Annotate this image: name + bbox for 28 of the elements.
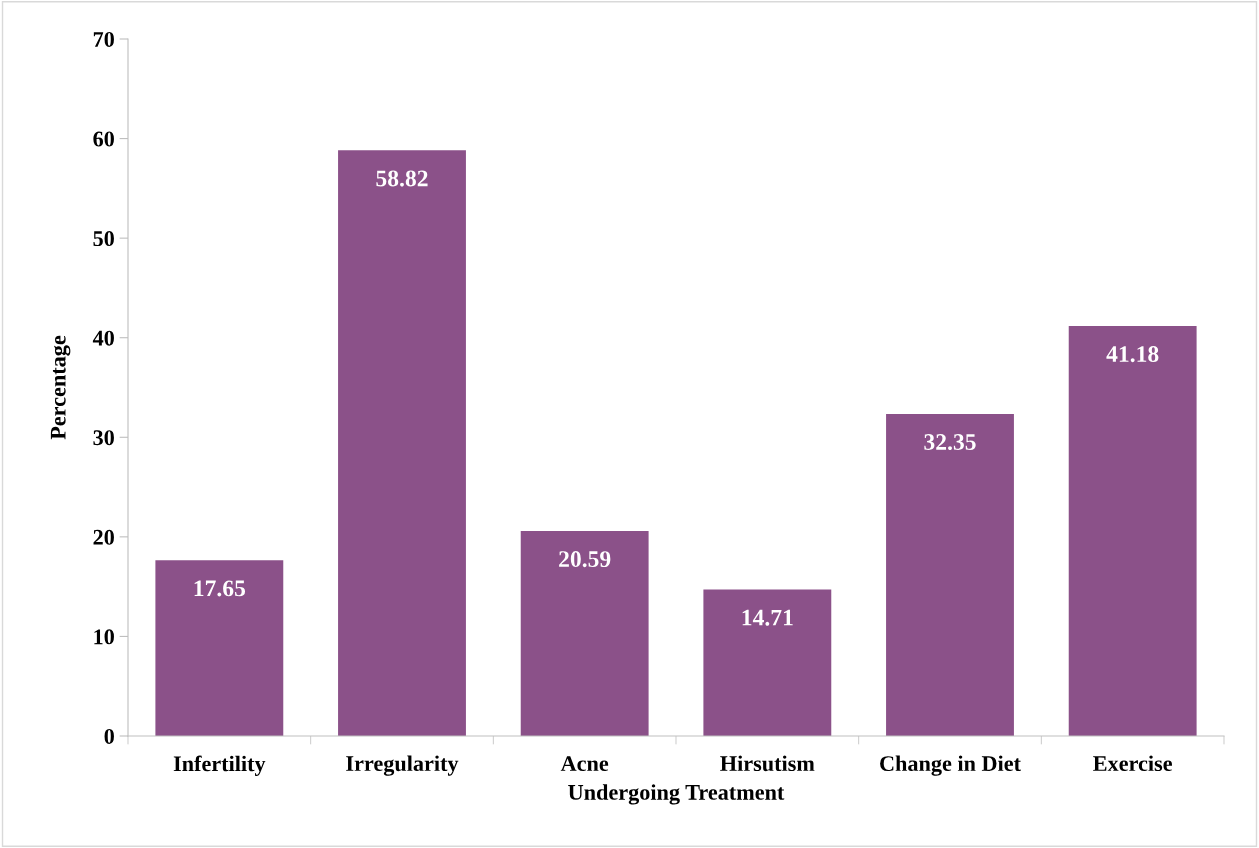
bar [703, 589, 832, 736]
data-label: 32.35 [924, 434, 976, 451]
y-tick-label: 30 [93, 430, 114, 446]
x-tick-label: Irregularity [346, 755, 459, 776]
bar [338, 150, 466, 736]
data-label: 20.59 [559, 551, 611, 568]
x-tick-label: Acne [560, 756, 609, 772]
data-label: 14.71 [742, 609, 793, 626]
bar [155, 560, 284, 736]
y-tick-label: 10 [94, 629, 114, 645]
bar [520, 530, 649, 736]
y-tick-label: 20 [93, 529, 114, 545]
bar [886, 413, 1014, 736]
data-label: 58.82 [376, 170, 428, 187]
data-label: 17.65 [194, 580, 246, 597]
x-axis-title: Undergoing Treatment [568, 784, 785, 805]
y-axis-title: Percentage [50, 335, 71, 440]
y-tick-label: 60 [93, 131, 114, 147]
x-tick-label: Exercise [1093, 755, 1172, 772]
y-tick-label: 0 [104, 728, 114, 744]
data-label: 41.18 [1106, 346, 1159, 363]
y-tick-label: 40 [92, 330, 114, 346]
y-tick-label: 50 [93, 231, 114, 247]
y-tick-label: 70 [93, 31, 114, 47]
x-tick-label: Infertility [173, 755, 266, 776]
x-tick-label: Hirsutism [720, 755, 815, 772]
x-tick-label: Change in Diet [880, 755, 1021, 776]
bar [1068, 325, 1197, 736]
